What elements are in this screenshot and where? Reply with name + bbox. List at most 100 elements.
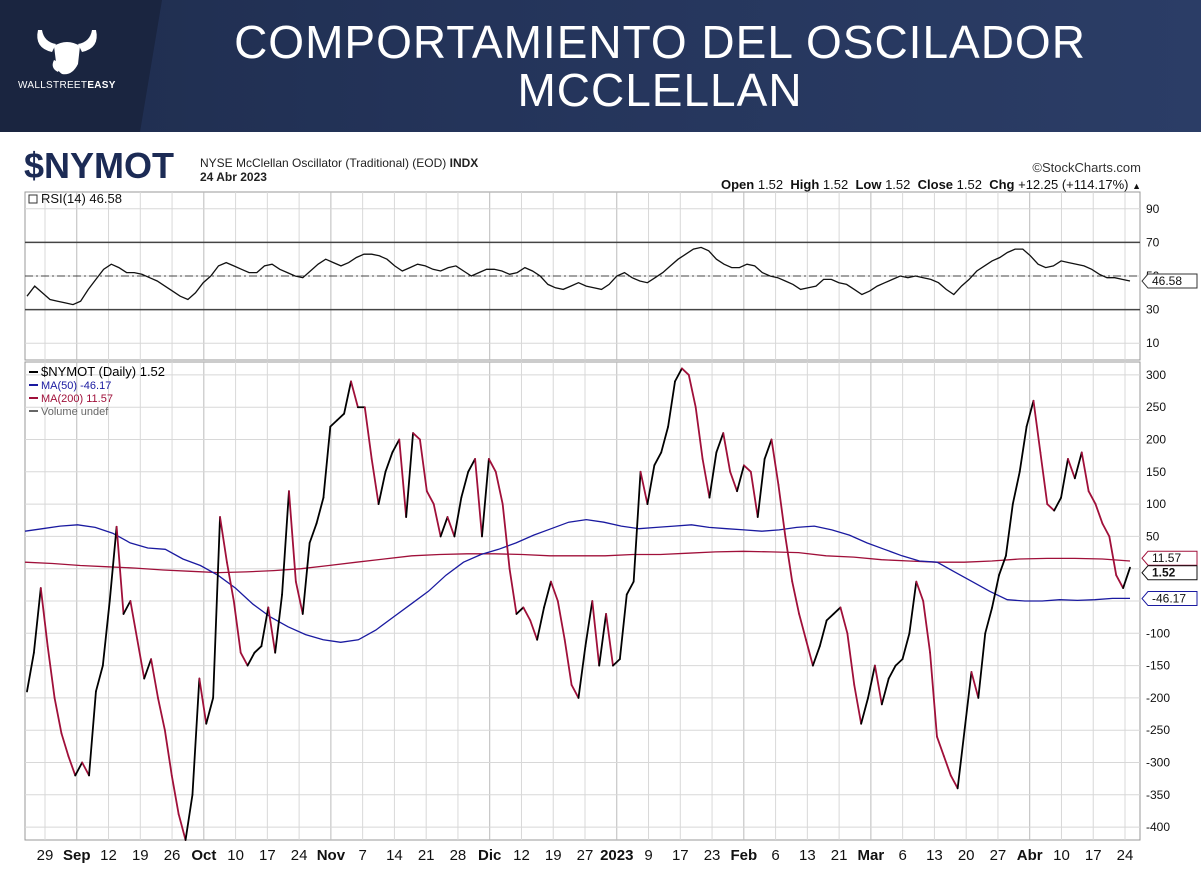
source-label: ©StockCharts.com bbox=[1032, 160, 1141, 175]
rsi-last-tag-label: 46.58 bbox=[1152, 274, 1182, 288]
price-y-tick-label: -150 bbox=[1146, 659, 1170, 673]
price-segment bbox=[1060, 457, 1069, 499]
ma50-last-tag-label: -46.17 bbox=[1152, 592, 1186, 606]
x-tick-label: 10 bbox=[227, 847, 244, 864]
price-segment bbox=[1018, 425, 1028, 473]
x-tick-label: 24 bbox=[1117, 847, 1134, 864]
price-segment bbox=[687, 374, 697, 409]
price-segment bbox=[81, 761, 90, 777]
price-segment bbox=[343, 380, 352, 415]
price-segment bbox=[88, 690, 97, 777]
title-banner: WALLSTREETEASY COMPORTAMIENTO DEL OSCILA… bbox=[0, 0, 1201, 132]
x-tick-label: 14 bbox=[386, 847, 403, 864]
price-segment bbox=[646, 464, 656, 506]
price-segment bbox=[1101, 522, 1111, 538]
brand-name: WALLSTREETEASY bbox=[18, 80, 116, 91]
chart-canvas: 29 Sep 12 19 26 Oct 10 17 24 Nov 7 14 21 28 Dic 12 19 27 2… bbox=[24, 191, 1198, 864]
price-segment bbox=[543, 580, 552, 609]
price-segment bbox=[522, 606, 532, 622]
price-segment bbox=[915, 580, 925, 602]
price-segment bbox=[46, 645, 56, 699]
price-segment bbox=[1025, 399, 1035, 428]
price-segment bbox=[860, 696, 869, 725]
price-segment bbox=[591, 600, 601, 667]
x-tick-label: Nov bbox=[317, 847, 346, 864]
price-segment bbox=[108, 525, 118, 602]
price-segment bbox=[163, 729, 173, 777]
price-segment bbox=[936, 735, 945, 757]
price-segment bbox=[95, 664, 104, 693]
x-tick-label: 13 bbox=[926, 847, 943, 864]
price-segment bbox=[226, 561, 235, 602]
price-segment bbox=[150, 658, 159, 699]
price-segment bbox=[956, 729, 966, 790]
price-segment bbox=[577, 645, 587, 699]
price-segment bbox=[756, 457, 766, 518]
rsi-legend: RSI(14) 46.58 bbox=[41, 191, 122, 206]
price-segment bbox=[598, 613, 607, 667]
price-segment bbox=[963, 671, 973, 732]
price-segment bbox=[26, 651, 35, 693]
price-segment bbox=[743, 464, 752, 473]
price-segment bbox=[281, 490, 290, 596]
price-segment bbox=[874, 664, 883, 706]
price-segment bbox=[425, 490, 435, 506]
price-segment bbox=[811, 645, 821, 667]
description-text: NYSE McClellan Oscillator (Traditional) … bbox=[200, 156, 447, 170]
price-segment bbox=[694, 406, 704, 460]
up-triangle-icon: ▲ bbox=[1132, 181, 1141, 191]
price-segment bbox=[880, 677, 890, 706]
price-segment bbox=[984, 606, 994, 635]
price-segment bbox=[60, 732, 70, 757]
price-segment bbox=[494, 470, 504, 506]
price-segment bbox=[391, 438, 401, 454]
x-tick-label: 6 bbox=[898, 847, 906, 864]
x-tick-label: 21 bbox=[418, 847, 435, 864]
price-segment bbox=[191, 677, 201, 796]
price-segment bbox=[239, 651, 249, 667]
rsi-last-tag bbox=[1141, 273, 1198, 289]
price-segment bbox=[570, 684, 580, 699]
price-y-tick-label: 150 bbox=[1146, 465, 1166, 479]
price-segment bbox=[308, 522, 318, 544]
price-segment bbox=[929, 651, 938, 738]
price-segment bbox=[708, 451, 718, 499]
price-segment bbox=[729, 470, 738, 493]
price-segment bbox=[556, 600, 566, 641]
ma50-line bbox=[24, 518, 1130, 643]
price-y-tick-label: -200 bbox=[1146, 691, 1170, 705]
price-segment bbox=[791, 580, 800, 615]
price-segment bbox=[1046, 503, 1056, 512]
x-tick-label: 23 bbox=[704, 847, 721, 864]
price-segment bbox=[74, 761, 84, 777]
bull-icon bbox=[37, 30, 97, 75]
price-segment bbox=[39, 587, 49, 648]
x-tick-label: 26 bbox=[164, 847, 181, 864]
legend-entry: MA(200) 11.57 bbox=[41, 393, 113, 405]
price-segment bbox=[363, 406, 373, 460]
chart-date: 24 Abr 2023 bbox=[200, 170, 267, 184]
price-segment bbox=[832, 606, 842, 615]
ma50-last-tag bbox=[1141, 591, 1198, 607]
rsi-y-tick-label: 70 bbox=[1146, 235, 1160, 249]
price-segment bbox=[205, 696, 215, 725]
price-segment bbox=[612, 658, 621, 667]
price-segment bbox=[377, 470, 387, 506]
rsi-y-tick-label: 10 bbox=[1146, 336, 1160, 350]
x-tick-label: 21 bbox=[831, 847, 848, 864]
price-y-tick-label: -100 bbox=[1146, 626, 1170, 640]
price-segment bbox=[550, 580, 559, 602]
price-segment bbox=[115, 525, 125, 615]
price-segment bbox=[839, 606, 849, 635]
price-segment bbox=[991, 574, 1000, 609]
exchange-label: INDX bbox=[449, 156, 479, 170]
price-segment bbox=[1011, 470, 1021, 506]
ohlc-readout: Open 1.52 High 1.52 Low 1.52 Close 1.52 … bbox=[720, 177, 1141, 192]
x-tick-label: Dic bbox=[478, 847, 501, 864]
x-tick-label: 28 bbox=[450, 847, 467, 864]
price-segment bbox=[770, 438, 780, 486]
x-tick-label: 13 bbox=[799, 847, 816, 864]
price-segment bbox=[639, 470, 649, 506]
price-segment bbox=[908, 580, 918, 635]
price-segment bbox=[274, 593, 283, 654]
